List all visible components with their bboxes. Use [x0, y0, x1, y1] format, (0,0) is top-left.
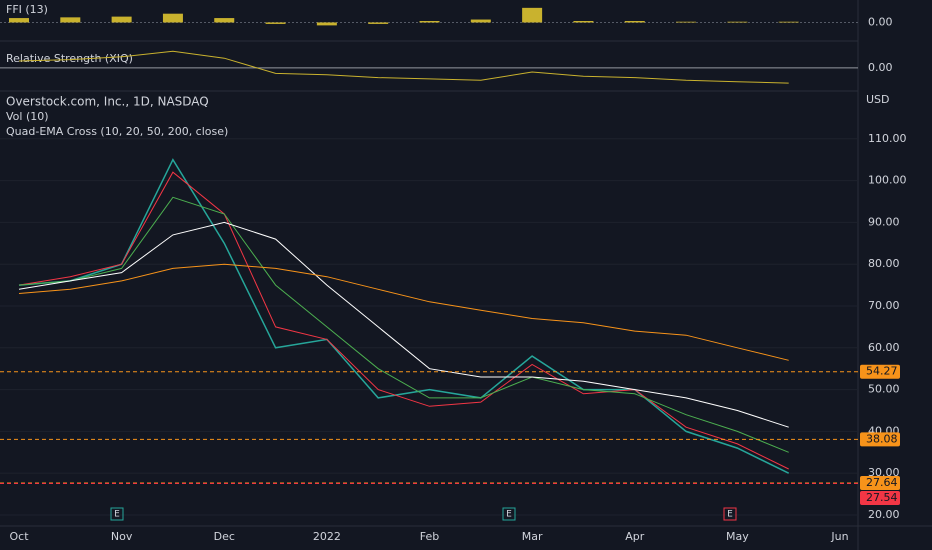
y-tick-label: 60.00	[868, 341, 900, 354]
bar	[470, 19, 491, 23]
x-tick-label: Mar	[522, 530, 543, 543]
level-label: 38.08	[866, 432, 898, 445]
event-marker	[723, 507, 737, 521]
x-tick-label: Oct	[9, 530, 29, 543]
y-tick-label: 50.00	[868, 383, 900, 396]
indicator-title: Quad-EMA Cross (10, 20, 50, 200, close)	[6, 125, 228, 138]
pane-title: FFI (13)	[6, 3, 48, 16]
bar	[265, 22, 286, 24]
event-marker	[110, 507, 124, 521]
y-tick-label: 30.00	[868, 466, 900, 479]
y-tick-label: 0.00	[868, 61, 893, 74]
y-tick-label: 0.00	[868, 15, 893, 28]
x-tick-label: Apr	[625, 530, 645, 543]
event-label: E	[727, 510, 733, 520]
y-tick-label: 80.00	[868, 257, 900, 270]
indicator-line	[18, 50, 789, 84]
y-tick-label: 110.00	[868, 132, 907, 145]
bar	[778, 21, 799, 23]
event-label: E	[114, 510, 120, 520]
x-tick-label: Feb	[420, 530, 439, 543]
series-line	[18, 221, 789, 428]
bar	[316, 22, 337, 26]
x-tick-label: Dec	[214, 530, 235, 543]
bar	[727, 21, 748, 23]
level-label: 27.54	[866, 491, 898, 504]
series-line	[18, 196, 789, 453]
pane-title: Relative Strength (XIQ)	[6, 52, 133, 65]
y-axis-label: USD	[866, 93, 890, 106]
bar	[419, 21, 440, 23]
series-line	[18, 158, 790, 474]
y-tick-label: 20.00	[868, 508, 900, 521]
bar	[676, 21, 697, 23]
y-tick-label: 100.00	[868, 174, 907, 187]
event-label: E	[506, 510, 512, 520]
chart-title: Overstock.com, Inc., 1D, NASDAQ	[6, 95, 209, 109]
bar	[522, 7, 543, 23]
level-label: 54.27	[866, 365, 898, 378]
x-tick-label: Jun	[830, 530, 848, 543]
bar	[111, 16, 132, 23]
level-label: 27.64	[866, 476, 898, 489]
bar	[162, 13, 183, 23]
level-label-bg	[860, 364, 900, 379]
x-tick-label: 2022	[313, 530, 341, 543]
chart-subtitle: Vol (10)	[6, 110, 49, 123]
level-label-bg	[860, 476, 900, 491]
level-label-bg	[860, 491, 900, 506]
x-tick-label: May	[726, 530, 749, 543]
bar	[60, 17, 81, 23]
y-tick-label: 70.00	[868, 299, 900, 312]
x-tick-label: Nov	[111, 530, 133, 543]
y-tick-label: 90.00	[868, 215, 900, 228]
bar	[624, 21, 645, 23]
bar	[9, 18, 29, 23]
level-label-bg	[860, 432, 900, 447]
bar	[573, 21, 594, 23]
event-marker	[502, 507, 516, 521]
series-line	[18, 171, 789, 470]
series-line	[18, 263, 789, 361]
bar	[214, 18, 235, 23]
bar	[368, 22, 389, 24]
